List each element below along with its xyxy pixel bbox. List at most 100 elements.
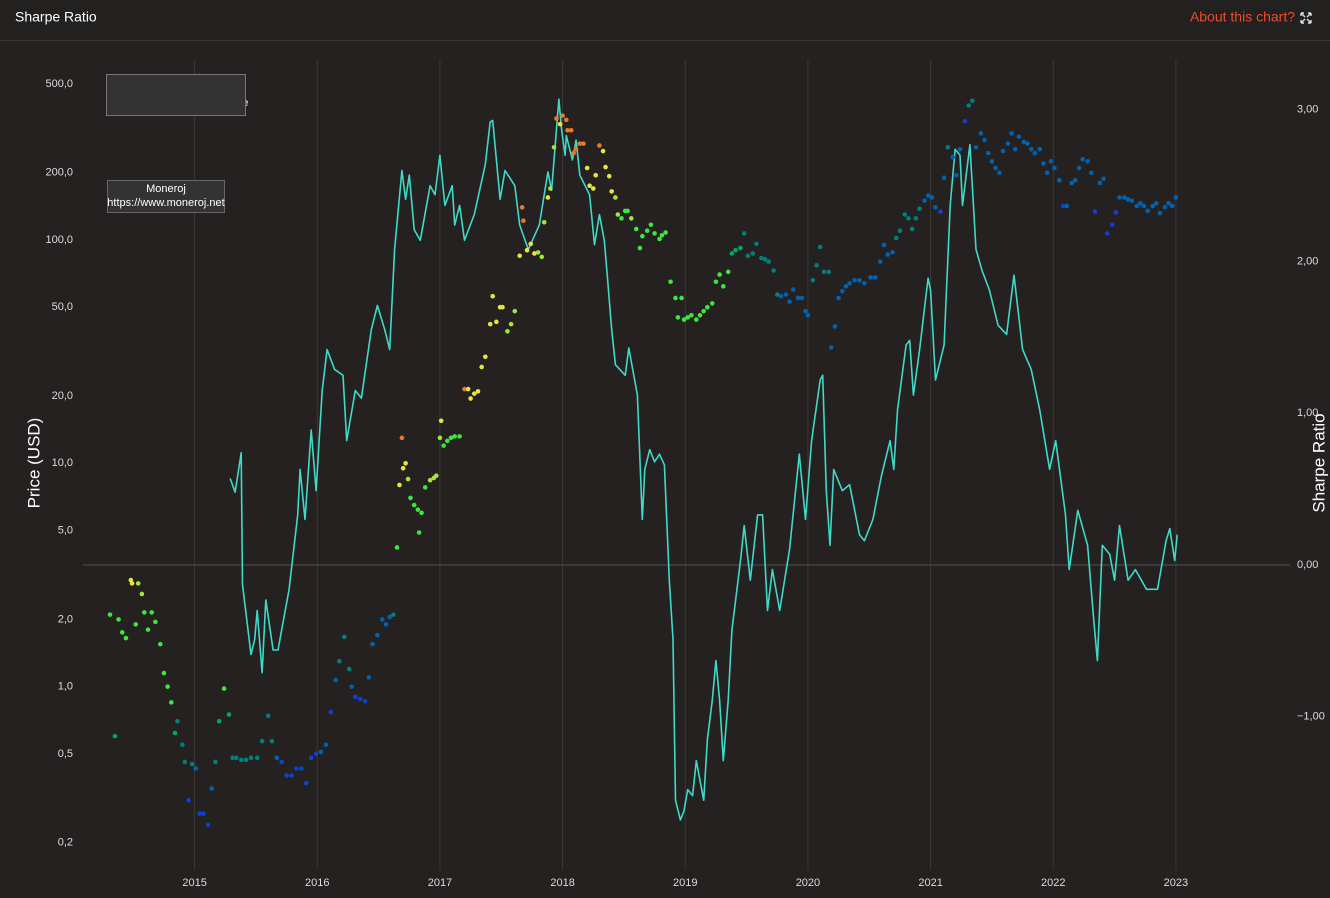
price-dot xyxy=(323,742,329,747)
y2-tick-label: −1,00 xyxy=(1297,711,1325,723)
price-dot xyxy=(216,718,222,724)
price-dot xyxy=(490,293,495,299)
price-dot xyxy=(265,713,271,719)
price-dot xyxy=(248,755,254,761)
price-dot xyxy=(157,641,163,647)
price-dot xyxy=(186,797,191,803)
price-dot xyxy=(1052,165,1057,171)
price-dot xyxy=(226,712,232,717)
price-dot xyxy=(189,761,195,767)
price-dot xyxy=(387,614,392,620)
price-dot xyxy=(633,226,639,232)
price-dot xyxy=(333,677,338,683)
price-dot xyxy=(551,144,557,150)
price-dot xyxy=(123,635,129,641)
price-dot xyxy=(705,304,710,310)
price-dot xyxy=(897,228,903,234)
price-dot xyxy=(1153,200,1159,206)
price-dot xyxy=(805,312,811,318)
price-dot xyxy=(508,321,514,327)
price-dot xyxy=(462,386,467,392)
price-dot xyxy=(238,757,244,763)
price-dot xyxy=(978,131,984,136)
price-dot xyxy=(909,226,915,232)
x-tick-label: 2020 xyxy=(796,877,820,889)
price-dot xyxy=(169,700,174,705)
price-dot xyxy=(1097,180,1103,186)
price-dot xyxy=(762,256,768,262)
price-dot xyxy=(234,755,239,761)
about-link[interactable]: About this chart? xyxy=(1190,9,1295,25)
price-dot xyxy=(1138,200,1143,206)
price-dot xyxy=(399,435,405,441)
price-dot xyxy=(180,742,185,747)
price-dot xyxy=(1141,203,1147,209)
x-tick-label: 2023 xyxy=(1164,877,1188,889)
price-dot xyxy=(107,612,113,617)
price-dot xyxy=(1157,210,1163,216)
price-dot xyxy=(587,183,592,188)
price-dot xyxy=(1122,195,1127,200)
price-dot xyxy=(962,118,968,124)
price-dot xyxy=(465,386,471,392)
price-dot xyxy=(1169,203,1175,209)
price-dot xyxy=(521,218,526,223)
price-dot xyxy=(116,617,121,622)
price-dot xyxy=(517,253,522,259)
price-dot xyxy=(379,617,385,622)
price-dot xyxy=(139,591,145,597)
price-dot xyxy=(917,206,922,212)
price-dot xyxy=(644,228,650,234)
price-dot xyxy=(741,231,747,236)
grid xyxy=(83,60,1290,870)
price-dot xyxy=(1000,148,1006,154)
price-dot xyxy=(694,317,699,322)
price-dot xyxy=(640,233,645,239)
price-dot xyxy=(328,709,334,715)
x-tick-label: 2015 xyxy=(182,877,206,889)
price-dot xyxy=(1060,203,1066,209)
price-dot xyxy=(519,205,525,210)
price-dot xyxy=(524,247,530,253)
price-dot xyxy=(375,632,380,638)
price-dot xyxy=(532,251,537,256)
price-dot xyxy=(172,730,178,736)
price-dot xyxy=(893,235,899,241)
legend-box xyxy=(106,74,246,116)
price-dot xyxy=(803,308,808,314)
fullscreen-icon[interactable] xyxy=(1300,12,1312,24)
price-dot xyxy=(308,755,314,761)
price-dot xyxy=(832,324,838,329)
price-dot xyxy=(1088,170,1094,176)
price-dot xyxy=(568,127,574,133)
price-dot xyxy=(400,465,406,471)
price-dot xyxy=(1037,146,1043,152)
price-dot xyxy=(370,641,375,647)
price-dot xyxy=(1025,141,1030,146)
y-axis-title: Price (USD) xyxy=(24,418,43,509)
price-dot xyxy=(294,766,299,771)
price-dot xyxy=(1021,139,1027,145)
price-dot xyxy=(541,219,547,225)
price-dot xyxy=(213,759,218,765)
price-dot xyxy=(606,173,612,179)
price-dot xyxy=(391,612,396,617)
price-dot xyxy=(885,252,890,257)
price-dot xyxy=(597,143,602,148)
price-dot xyxy=(539,254,545,260)
price-dot xyxy=(938,209,943,214)
price-dot xyxy=(771,268,776,273)
y2-axis-title: Sharpe Ratio xyxy=(1309,413,1328,512)
price-dot xyxy=(613,195,618,200)
price-dot xyxy=(881,242,887,248)
price-dot xyxy=(200,811,206,816)
price-dot xyxy=(1012,146,1018,152)
price-dot xyxy=(1162,205,1168,210)
price-dot xyxy=(274,755,280,761)
price-dot xyxy=(652,231,657,236)
price-dot xyxy=(679,295,684,301)
price-dot xyxy=(197,811,202,816)
price-dot xyxy=(648,222,654,228)
x-tick-label: 2018 xyxy=(550,877,574,889)
